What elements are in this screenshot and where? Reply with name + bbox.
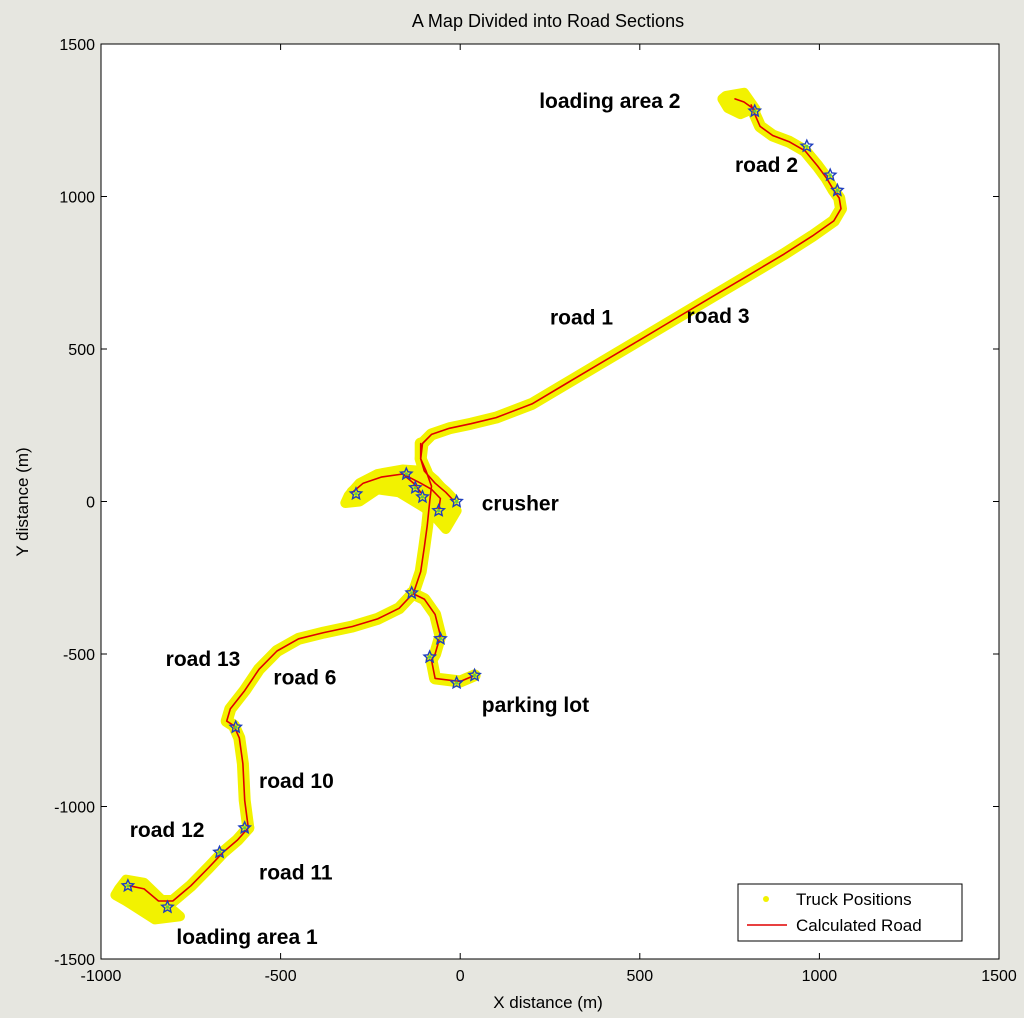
section-marker: [415, 489, 430, 504]
legend-box: [737, 883, 963, 942]
y-tick-label: -1500: [54, 952, 95, 969]
road-section-label: road 13: [166, 648, 241, 671]
chart-title: A Map Divided into Road Sections: [412, 11, 684, 31]
section-marker-dot: [455, 499, 459, 504]
legend: Truck Positions Calculated Road: [737, 883, 963, 942]
road-section-label: road 6: [273, 667, 336, 690]
road-section-label: road 1: [550, 307, 613, 330]
section-marker-dot: [438, 637, 443, 641]
section-marker-dot: [413, 486, 417, 490]
road-section-label: road 3: [686, 305, 749, 328]
section-marker-dot: [234, 725, 238, 729]
section-marker: [830, 182, 845, 197]
road-section-label: road 12: [130, 819, 205, 842]
x-tick-label: 1000: [802, 968, 838, 985]
x-tick-label: -1000: [81, 968, 122, 985]
section-marker: [120, 878, 136, 893]
road-section-label: road 11: [259, 862, 333, 885]
section-marker-dot: [404, 472, 408, 476]
section-marker: [747, 103, 763, 118]
section-marker-dot: [428, 655, 432, 659]
y-tick-label: 1500: [59, 37, 95, 54]
y-tick-label: 1000: [59, 190, 95, 207]
section-marker-dot: [217, 850, 222, 854]
section-marker-dot: [165, 905, 170, 909]
x-tick-label: -500: [265, 968, 297, 985]
section-marker: [212, 844, 227, 859]
section-marker: [348, 486, 364, 501]
section-marker-dot: [472, 673, 477, 677]
x-axis-label: X distance (m): [493, 993, 603, 1012]
section-marker: [822, 167, 838, 182]
road-section-label: road 2: [735, 154, 798, 177]
section-marker-dot: [437, 509, 441, 513]
section-marker: [407, 480, 423, 494]
section-marker-dot: [410, 591, 414, 595]
section-marker: [467, 667, 482, 682]
section-marker: [237, 820, 253, 835]
road-section-label: road 10: [259, 770, 334, 793]
road-section-labels: loading area 2 road 2 road 1 road 3 crusher r…: [130, 90, 798, 949]
section-marker-dot: [455, 681, 459, 685]
road-section-label: parking lot: [482, 694, 589, 717]
y-axis-label: Y distance (m): [13, 447, 32, 556]
legend-road-label: Calculated Road: [796, 916, 922, 935]
x-axis: -1000 -500 0 500 1000 1500: [81, 44, 1017, 985]
section-marker: [433, 631, 448, 646]
y-tick-label: -1000: [54, 800, 95, 817]
section-marker: [799, 138, 815, 153]
road-line-road-3-branch: [419, 442, 454, 501]
road-section-label: crusher: [482, 493, 559, 516]
section-marker-dot: [420, 495, 425, 499]
section-marker: [449, 675, 464, 690]
section-marker-dot: [354, 492, 358, 496]
section-marker-dot: [805, 144, 809, 148]
section-boundary-markers: [120, 103, 845, 914]
road-line-loading-area-1-road: [128, 827, 250, 902]
section-marker: [228, 719, 244, 734]
section-marker-dot: [835, 188, 839, 192]
section-marker-dot: [243, 826, 247, 830]
x-tick-label: 0: [456, 968, 465, 985]
y-tick-label: 0: [86, 495, 95, 512]
y-axis: -1500 -1000 -500 0 500 1000 1500: [54, 37, 999, 969]
y-tick-label: 500: [68, 342, 95, 359]
road-section-label: loading area 1: [176, 926, 318, 949]
section-marker: [398, 466, 414, 481]
section-marker-dot: [828, 173, 832, 177]
section-marker: [431, 502, 447, 517]
section-marker: [422, 649, 438, 664]
section-marker-dot: [753, 109, 757, 113]
legend-truck-swatch: [763, 896, 769, 902]
x-tick-label: 500: [626, 968, 653, 985]
y-tick-label: -500: [63, 647, 95, 664]
section-marker-dot: [126, 884, 130, 888]
road-line-loading-area-2-spur: [734, 98, 756, 111]
section-marker: [449, 493, 464, 508]
road-section-label: loading area 2: [539, 90, 680, 113]
legend-truck-label: Truck Positions: [796, 890, 912, 909]
section-marker: [160, 899, 175, 914]
x-tick-label: 1500: [981, 968, 1017, 985]
section-marker: [404, 585, 420, 600]
